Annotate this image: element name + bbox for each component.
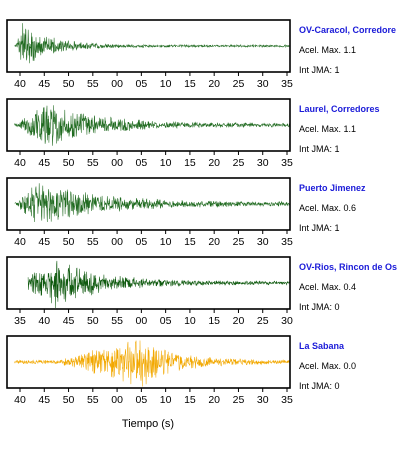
x-tick-label: 35 bbox=[281, 236, 293, 248]
x-tick-label: 50 bbox=[87, 315, 99, 327]
panel: 40 45 50 55 00 05 10 15 20 25 30 35 La Sabana Acel. M… bbox=[6, 335, 356, 406]
jma-intensity: Int JMA: 0 bbox=[299, 302, 340, 312]
station-name: OV-Caracol, Corredore bbox=[299, 25, 396, 35]
x-tick-label: 40 bbox=[14, 157, 26, 169]
x-tick-label: 50 bbox=[63, 394, 75, 406]
x-tick-label: 10 bbox=[160, 157, 172, 169]
x-tick-label: 30 bbox=[281, 315, 293, 327]
x-tick-label: 10 bbox=[160, 78, 172, 90]
x-axis-label: Tiempo (s) bbox=[122, 418, 174, 430]
x-tick-label: 00 bbox=[111, 236, 123, 248]
x-tick-label: 15 bbox=[184, 394, 196, 406]
waveform-trace bbox=[27, 260, 291, 309]
panel-frame bbox=[6, 256, 291, 310]
x-tick-label: 40 bbox=[38, 315, 50, 327]
x-tick-label: 30 bbox=[257, 157, 269, 169]
panel-frame bbox=[6, 98, 291, 152]
waveform-trace bbox=[14, 183, 290, 223]
x-tick-label: 00 bbox=[136, 315, 148, 327]
x-tick-label: 25 bbox=[233, 78, 245, 90]
panel: 40 45 50 55 00 05 10 15 20 25 30 35 Laurel, Corredor… bbox=[6, 98, 380, 169]
x-tick-label: 00 bbox=[111, 157, 123, 169]
x-tick-label: 55 bbox=[87, 236, 99, 248]
x-tick-label: 35 bbox=[281, 157, 293, 169]
x-tick-label: 55 bbox=[87, 157, 99, 169]
x-tick-label: 30 bbox=[257, 394, 269, 406]
station-name: La Sabana bbox=[299, 341, 345, 351]
x-tick-label: 20 bbox=[208, 394, 220, 406]
waveform-trace bbox=[14, 23, 290, 64]
x-tick-label: 05 bbox=[136, 78, 148, 90]
panels-group: 40 45 50 55 00 05 10 15 20 25 30 35 OV-Caracol, Corr… bbox=[6, 19, 397, 406]
x-tick-label: 50 bbox=[63, 236, 75, 248]
jma-intensity: Int JMA: 0 bbox=[299, 381, 340, 391]
max-acceleration: Acel. Max. 1.1 bbox=[299, 124, 356, 134]
waveform-trace bbox=[14, 105, 290, 146]
x-tick-label: 20 bbox=[208, 78, 220, 90]
x-tick-label: 30 bbox=[257, 78, 269, 90]
x-tick-label: 00 bbox=[111, 78, 123, 90]
x-tick-label: 15 bbox=[184, 157, 196, 169]
x-tick-label: 10 bbox=[160, 394, 172, 406]
x-tick-label: 25 bbox=[233, 394, 245, 406]
max-acceleration: Acel. Max. 0.0 bbox=[299, 361, 356, 371]
x-tick-label: 30 bbox=[257, 236, 269, 248]
x-tick-label: 05 bbox=[136, 394, 148, 406]
x-tick-label: 05 bbox=[136, 157, 148, 169]
x-tick-label: 20 bbox=[233, 315, 245, 327]
jma-intensity: Int JMA: 1 bbox=[299, 144, 340, 154]
x-tick-label: 45 bbox=[38, 157, 50, 169]
station-name: Laurel, Corredores bbox=[299, 104, 380, 114]
x-tick-label: 25 bbox=[233, 157, 245, 169]
x-tick-label: 55 bbox=[87, 394, 99, 406]
x-tick-label: 10 bbox=[184, 315, 196, 327]
jma-intensity: Int JMA: 1 bbox=[299, 65, 340, 75]
x-tick-label: 10 bbox=[160, 236, 172, 248]
x-tick-label: 45 bbox=[63, 315, 75, 327]
panel-frame bbox=[6, 177, 291, 231]
x-tick-label: 50 bbox=[63, 78, 75, 90]
x-tick-label: 45 bbox=[38, 236, 50, 248]
panel-frame bbox=[6, 19, 291, 73]
x-tick-label: 15 bbox=[184, 236, 196, 248]
x-tick-label: 25 bbox=[233, 236, 245, 248]
panel: 40 45 50 55 00 05 10 15 20 25 30 35 Puerto Jimenez Ac… bbox=[6, 177, 366, 248]
x-tick-label: 20 bbox=[208, 157, 220, 169]
x-tick-label: 05 bbox=[160, 315, 172, 327]
x-tick-label: 45 bbox=[38, 78, 50, 90]
panel: 40 45 50 55 00 05 10 15 20 25 30 35 OV-Caracol, Corr… bbox=[6, 19, 396, 90]
x-tick-label: 25 bbox=[257, 315, 269, 327]
x-tick-label: 45 bbox=[38, 394, 50, 406]
x-tick-label: 35 bbox=[281, 78, 293, 90]
x-tick-label: 05 bbox=[136, 236, 148, 248]
panel-frame bbox=[6, 335, 291, 389]
x-tick-label: 55 bbox=[87, 78, 99, 90]
x-tick-label: 40 bbox=[14, 78, 26, 90]
x-tick-label: 15 bbox=[208, 315, 220, 327]
waveform-trace bbox=[14, 340, 290, 387]
x-tick-label: 40 bbox=[14, 236, 26, 248]
x-tick-label: 35 bbox=[281, 394, 293, 406]
station-name: Puerto Jimenez bbox=[299, 183, 366, 193]
x-tick-label: 35 bbox=[14, 315, 26, 327]
x-tick-label: 15 bbox=[184, 78, 196, 90]
jma-intensity: Int JMA: 1 bbox=[299, 223, 340, 233]
station-name: OV-Rios, Rincon de Os bbox=[299, 262, 397, 272]
panel: 35 40 45 50 55 00 05 10 15 20 25 30 OV-Rios, Rincon … bbox=[6, 256, 397, 327]
max-acceleration: Acel. Max. 0.6 bbox=[299, 203, 356, 213]
x-tick-label: 40 bbox=[14, 394, 26, 406]
x-tick-label: 00 bbox=[111, 394, 123, 406]
x-tick-label: 55 bbox=[111, 315, 123, 327]
max-acceleration: Acel. Max. 1.1 bbox=[299, 45, 356, 55]
max-acceleration: Acel. Max. 0.4 bbox=[299, 282, 356, 292]
x-tick-label: 50 bbox=[63, 157, 75, 169]
x-tick-label: 20 bbox=[208, 236, 220, 248]
